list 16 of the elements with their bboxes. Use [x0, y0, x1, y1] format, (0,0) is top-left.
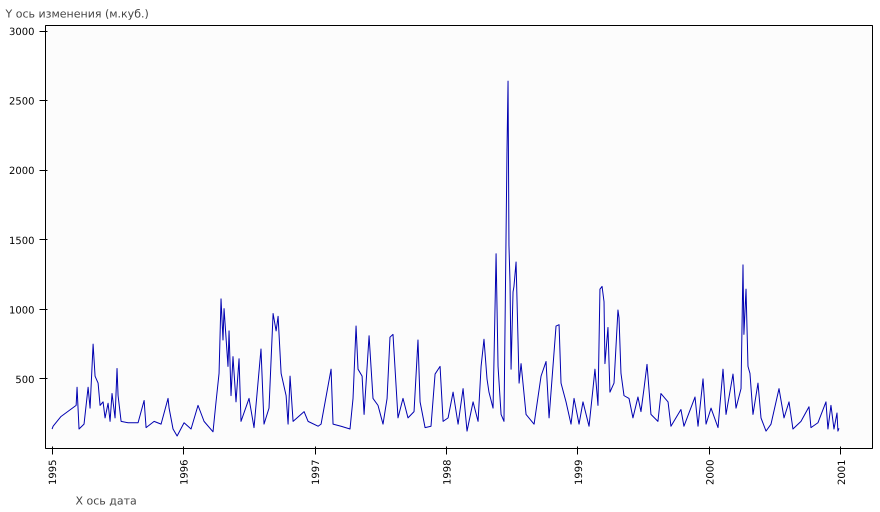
y-tick-label: 3000: [9, 27, 35, 38]
x-tick-label: 1996: [180, 459, 191, 485]
x-tick-label: 2000: [705, 459, 716, 485]
x-tick-label: 1998: [442, 459, 454, 485]
y-tick-label: 500: [15, 374, 35, 386]
x-tick-label: 1995: [48, 459, 60, 485]
x-tick-label: 1999: [574, 459, 585, 485]
x-tick-label: 2001: [836, 459, 848, 485]
y-tick-label: 2000: [9, 166, 35, 178]
line-series: [52, 80, 840, 436]
y-axis-title: Y ось изменения (м.куб.): [4, 8, 149, 20]
x-axis-title: X ось дата: [76, 494, 137, 508]
y-tick-label: 1000: [9, 305, 35, 316]
x-tick-label: 1997: [311, 459, 322, 485]
y-tick-label: 1500: [9, 236, 35, 247]
y-tick-label: 2500: [9, 96, 35, 108]
